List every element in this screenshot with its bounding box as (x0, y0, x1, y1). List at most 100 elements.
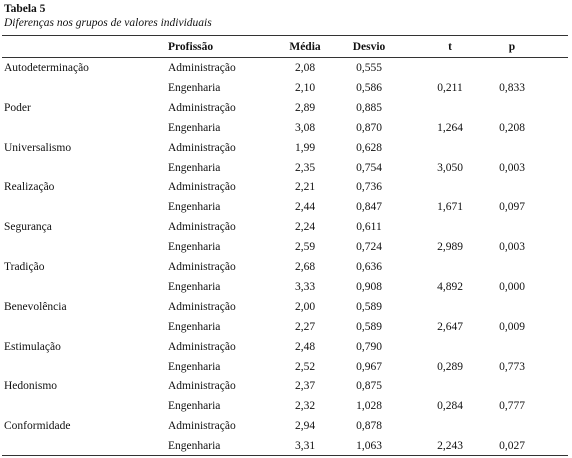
cell: 2,24 (294, 221, 316, 234)
cell: 2,243 (437, 440, 463, 453)
cell: 0,628 (356, 141, 382, 154)
group-label: Conformidade (4, 420, 71, 433)
row-label: Engenharia (168, 161, 221, 174)
cell: 2,10 (294, 81, 316, 94)
cell: 3,08 (294, 121, 316, 134)
cell: 0,211 (437, 81, 463, 94)
cell: 0,027 (499, 440, 525, 453)
cell: 0,754 (356, 161, 382, 174)
cell: 2,59 (294, 241, 316, 254)
cell: 0,003 (499, 161, 525, 174)
cell: 0,773 (499, 360, 525, 373)
group-label: Realização (4, 181, 55, 194)
group-label: Segurança (4, 221, 52, 234)
row-label: Administração (168, 101, 236, 114)
cell: 2,44 (294, 201, 316, 214)
group-label: Estimulação (4, 340, 61, 353)
cell: 0,289 (437, 360, 463, 373)
bottom-rule (2, 455, 568, 456)
cell: 2,89 (294, 101, 316, 114)
column-header: Profissão (168, 41, 214, 53)
cell: 0,790 (356, 340, 382, 353)
cell: 3,33 (294, 280, 316, 293)
cell: 0,097 (499, 201, 525, 214)
table-title: Tabela 5 (4, 3, 46, 15)
row-label: Engenharia (168, 440, 221, 453)
cell: 0,208 (499, 121, 525, 134)
cell: 0,833 (499, 81, 525, 94)
cell: 0,908 (356, 280, 382, 293)
group-label: Autodeterminação (4, 62, 89, 74)
row-label: Administração (168, 62, 236, 74)
row-label: Administração (168, 380, 236, 393)
column-header: Média (289, 41, 321, 53)
cell: 1,264 (437, 121, 463, 134)
cell: 2,48 (294, 340, 316, 353)
row-label: Administração (168, 141, 236, 154)
cell: 0,870 (356, 121, 382, 134)
cell: 0,636 (356, 261, 382, 273)
cell: 0,284 (437, 400, 463, 413)
cell: 3,050 (437, 161, 463, 174)
cell: 0,736 (356, 181, 382, 194)
cell: 0,000 (499, 280, 525, 293)
row-label: Administração (168, 420, 236, 433)
cell: 0,967 (356, 360, 382, 373)
cell: 0,611 (356, 221, 382, 234)
cell: 0,586 (356, 81, 382, 94)
cell: 0,589 (356, 300, 382, 313)
cell: 2,27 (294, 320, 316, 333)
row-label: Engenharia (168, 320, 221, 333)
top-rule (2, 35, 568, 36)
cell: 2,989 (437, 241, 463, 254)
row-label: Engenharia (168, 280, 221, 293)
cell: 2,52 (294, 360, 316, 373)
row-label: Administração (168, 221, 236, 234)
cell: 0,555 (356, 62, 382, 74)
cell: 0,885 (356, 101, 382, 114)
cell: 0,777 (499, 400, 525, 413)
group-label: Poder (4, 101, 31, 114)
cell: 1,063 (356, 440, 382, 453)
row-label: Administração (168, 181, 236, 194)
cell: 0,875 (356, 380, 382, 393)
row-label: Engenharia (168, 121, 221, 134)
cell: 0,009 (499, 320, 525, 333)
cell: 2,68 (294, 261, 316, 273)
cell: 2,37 (294, 380, 316, 393)
group-label: Hedonismo (4, 380, 58, 393)
group-label: Universalismo (4, 141, 72, 154)
cell: 2,00 (294, 300, 316, 313)
row-label: Engenharia (168, 81, 221, 94)
cell: 4,892 (437, 280, 463, 293)
row-label: Engenharia (168, 360, 221, 373)
cell: 2,21 (294, 181, 316, 194)
group-label: Benevolência (4, 300, 67, 313)
column-header: t (448, 41, 452, 53)
cell: 1,028 (356, 400, 382, 413)
cell: 0,589 (356, 320, 382, 333)
cell: 2,94 (294, 420, 316, 433)
cell: 3,31 (294, 440, 316, 453)
cell: 2,35 (294, 161, 316, 174)
cell: 2,08 (294, 62, 316, 74)
group-label: Tradição (4, 261, 45, 273)
row-label: Administração (168, 300, 236, 313)
header-rule (2, 57, 568, 58)
cell: 1,99 (294, 141, 316, 154)
cell: 2,647 (437, 320, 463, 333)
row-label: Engenharia (168, 241, 221, 254)
cell: 0,003 (499, 241, 525, 254)
cell: 0,847 (356, 201, 382, 214)
row-label: Engenharia (168, 201, 221, 214)
row-label: Administração (168, 340, 236, 353)
cell: 2,32 (294, 400, 316, 413)
row-label: Administração (168, 261, 236, 273)
cell: 0,878 (356, 420, 382, 433)
column-header: Desvio (352, 41, 386, 53)
column-header: p (508, 41, 516, 53)
row-label: Engenharia (168, 400, 221, 413)
cell: 1,671 (437, 201, 463, 214)
table-subtitle: Diferenças nos grupos de valores individ… (4, 17, 212, 29)
